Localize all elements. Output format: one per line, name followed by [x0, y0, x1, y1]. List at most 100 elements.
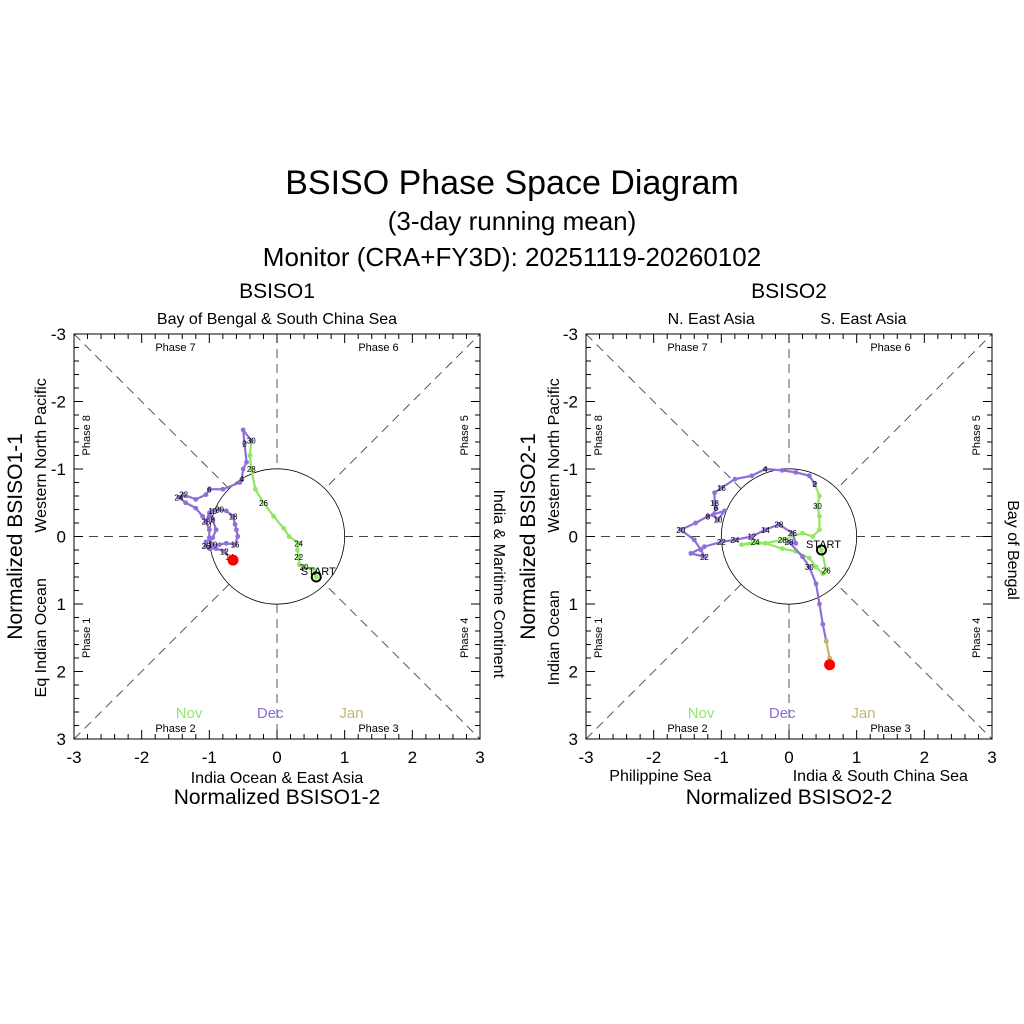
figure-title: BSISO Phase Space Diagram	[285, 164, 739, 202]
p1-x-tick-label: 3	[475, 748, 484, 767]
p2-data-point	[678, 527, 684, 533]
p2-phase-6-label: Phase 6	[870, 342, 910, 354]
p2-data-point	[806, 473, 812, 479]
p1-data-point	[301, 564, 307, 570]
p2-data-point	[800, 554, 805, 560]
p2-x-tick-label: -3	[578, 748, 593, 767]
p1-unit-circle	[208, 468, 346, 605]
p2-data-point	[698, 547, 704, 553]
p1-data-point	[234, 527, 239, 533]
p1-phase-5-label: Phase 5	[459, 415, 471, 455]
p1-day-label: 6	[207, 485, 212, 494]
p1-legend-jan: Jan	[339, 705, 363, 722]
p1-end-marker	[227, 554, 239, 566]
p2-data-point	[817, 513, 822, 519]
p2-day-label: 30	[813, 502, 822, 511]
p2-data-point	[827, 655, 832, 661]
p2-data-point	[710, 512, 716, 518]
p2-data-point	[713, 505, 719, 511]
p1-data-point	[210, 517, 216, 523]
p1-day-label: 20	[300, 563, 309, 572]
p2-x-tick-label: 0	[784, 748, 793, 767]
p2-data-point	[793, 469, 799, 475]
p1-x-tick-label: 0	[272, 748, 281, 767]
p2-day-label: 6	[714, 504, 719, 513]
p1-data-point	[235, 534, 241, 539]
p1-data-point	[286, 534, 292, 539]
p2-phase-1-label: Phase 1	[593, 618, 605, 658]
p1-data-point	[206, 546, 212, 552]
p2-day-label: 28	[778, 536, 787, 545]
p1-x-tick-label: -1	[202, 748, 217, 767]
p2-day-label: 22	[717, 538, 726, 547]
p1-day-label: 2	[242, 439, 247, 448]
p1-data-point	[296, 562, 302, 568]
p1-legend-dec: Dec	[257, 705, 284, 722]
p1-data-point	[242, 440, 247, 446]
p1-data-point	[244, 459, 249, 465]
p2-end-marker	[824, 659, 836, 671]
p1-data-point	[220, 486, 226, 492]
p1-data-point	[193, 496, 199, 502]
p1-data-point	[261, 500, 266, 506]
p1-phase-2-label: Phase 2	[155, 723, 195, 735]
p2-data-point	[732, 476, 738, 482]
p2-data-point	[806, 555, 812, 561]
p1-data-point	[247, 453, 253, 458]
p2-data-point	[793, 540, 799, 546]
p1-data-point	[206, 510, 212, 516]
p2-data-point	[779, 467, 785, 473]
p2-day-label: 26	[788, 529, 797, 538]
p1-x-tick-label: -2	[134, 748, 149, 767]
p2-x-tick-label: -1	[714, 748, 729, 767]
p2-x-tick-label: 2	[920, 748, 929, 767]
p1-data-point	[213, 546, 219, 552]
figure-period: Monitor (CRA+FY3D): 20251119-20260102	[262, 242, 762, 272]
p1-data-point	[193, 505, 199, 511]
p2-data-point	[705, 513, 711, 519]
p1-x-tick-label: -3	[66, 748, 81, 767]
p2-region-right: Bay of Bengal	[1004, 500, 1021, 600]
p2-y-axis-title: Normalized BSISO2-1	[517, 433, 540, 640]
p2-day-label: 8	[706, 512, 711, 521]
p2-phase-7-label: Phase 7	[667, 342, 707, 354]
p2-data-point	[810, 534, 816, 539]
p1-data-point	[210, 535, 216, 541]
p2-data-point	[762, 466, 768, 472]
p2-data-point	[691, 537, 697, 543]
p1-y-tick-label: 1	[57, 595, 66, 614]
p1-legend-nov: Nov	[176, 705, 203, 722]
p2-data-point	[702, 554, 707, 560]
p2-phase-4-label: Phase 4	[971, 618, 983, 658]
p2-phase-8-label: Phase 8	[593, 415, 605, 455]
p1-region-right: India & Maritime Continent	[490, 489, 507, 678]
p2-day-label: 20	[676, 526, 685, 535]
p1-panel-title: BSISO1	[239, 280, 315, 303]
p2-region-bottom-right: India & South China Sea	[793, 768, 968, 785]
p1-region-top: Bay of Bengal & South China Sea	[157, 311, 397, 328]
p1-phase-1-label: Phase 1	[81, 618, 93, 658]
p1-data-point	[217, 507, 222, 512]
p2-data-point	[817, 601, 822, 607]
p1-x-tick-label: 1	[340, 748, 349, 767]
p1-data-point	[240, 427, 246, 433]
p1-x-tick-label: 2	[408, 748, 417, 767]
p2-data-point	[722, 508, 728, 514]
p1-y-tick-label: -2	[51, 393, 66, 412]
p2-data-point	[718, 485, 724, 491]
p2-phase-5-label: Phase 5	[971, 415, 983, 455]
p2-x-axis-title: Normalized BSISO2-2	[686, 786, 893, 809]
p2-y-tick-label: 2	[569, 663, 578, 682]
p1-data-point	[206, 535, 212, 541]
p2-legend-dec: Dec	[769, 705, 796, 722]
p2-data-point	[806, 564, 812, 570]
p1-day-label: 22	[294, 553, 303, 562]
p1-data-point	[294, 547, 300, 553]
p1-data-point	[296, 540, 302, 546]
p1-data-point	[240, 466, 246, 472]
p2-trajectory-jan	[825, 640, 831, 659]
p2-x-tick-label: -2	[646, 748, 661, 767]
p2-day-label: 28	[785, 538, 794, 547]
p1-data-point	[248, 438, 254, 444]
p2-region-left-inner: Western North Pacific	[546, 378, 563, 532]
